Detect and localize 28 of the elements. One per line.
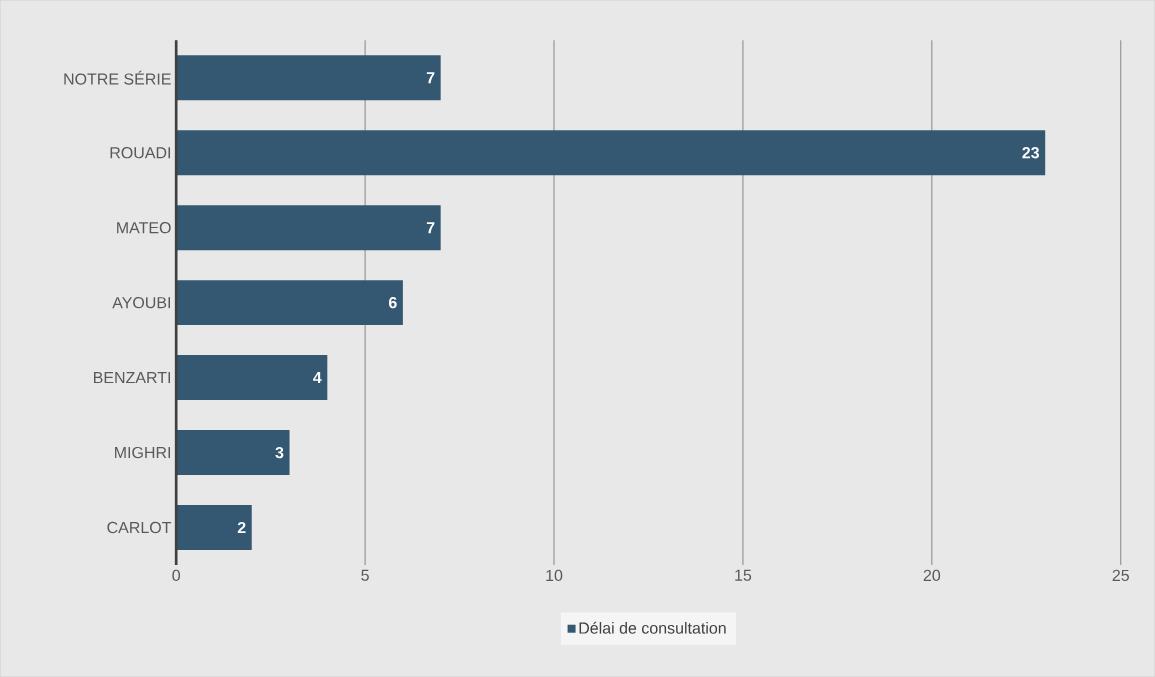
data-label: 6 [388,296,397,309]
x-tick-label: 0 [172,569,181,581]
data-label: 2 [237,521,246,533]
bar [176,130,1046,176]
data-label: 3 [275,446,284,459]
data-label: 7 [426,222,435,234]
y-tick-label: BENZARTI [94,371,170,383]
data-label: 7 [426,72,435,84]
x-tick-label: 5 [361,569,369,581]
y-tick-label: CARLOT [107,521,172,534]
y-tick-label: NOTRE SÉRIE [64,70,171,85]
y-tick-label: ROUADI [110,146,170,159]
x-tick-label: 15 [735,569,752,581]
x-tick-label: 20 [923,569,941,581]
bar [176,354,328,400]
y-tick-label: MIGHRI [115,446,170,459]
bar [176,205,441,251]
x-tick-label: 10 [546,569,563,581]
bar [176,280,403,326]
y-tick-label: AYOUBI [112,296,171,309]
x-tick-label: 25 [1112,569,1129,581]
bar [176,55,441,101]
data-label: 4 [313,371,322,383]
data-label: 23 [1022,146,1040,159]
legend-label: Délai de consultation [579,621,726,634]
bar [176,429,290,475]
y-tick-label: MATEO [117,221,171,234]
bar [176,504,252,550]
